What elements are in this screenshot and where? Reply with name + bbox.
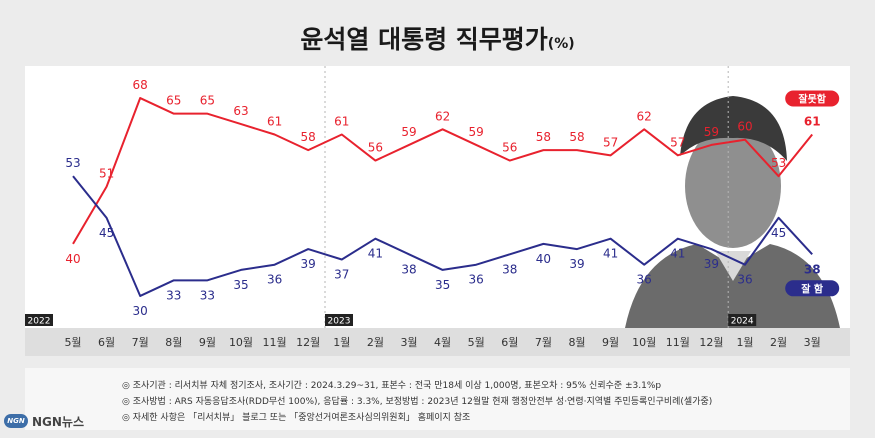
data-label: 53 [65,156,80,170]
data-label: 56 [502,141,517,155]
data-label: 41 [670,247,685,261]
x-tick-label: 9월 [199,336,216,349]
data-label: 62 [637,109,652,123]
footnote-reference: ◎ 자세한 사항은 「리서치뷰」 블로그 또는 「중앙선거여론조사심의위원회」 … [122,413,471,423]
year-tag-bg [25,314,53,326]
x-tick-label: 7월 [132,336,149,349]
x-tick-label: 3월 [804,336,821,349]
x-tick-label: 9월 [602,336,619,349]
x-tick-label: 2월 [770,336,787,349]
x-axis: 5월 6월 7월 8월 9월 10월 11월 12월 1월 2월 3월 4월 5월 6월 7월 8월 9월 10월… [64,336,821,349]
x-tick-label: 6월 [98,336,115,349]
data-label: 45 [771,226,786,240]
x-tick-label: 5월 [64,336,81,349]
plot-area: 40 51 68 65 65 63 61 58 61 56 59 62 59 56 58 58 57 62 57 59… [25,66,850,328]
year-tag: 2023 [328,317,351,327]
data-label: 62 [435,109,450,123]
footnotes-box: ◎ 조사기관 : 리서치뷰 자체 정기조사, 조사기간 : 2024.3.29~… [25,368,850,430]
data-label: 56 [368,141,383,155]
year-tag: 2022 [28,317,51,327]
x-tick-label: 6월 [501,336,518,349]
data-label: 68 [133,78,148,92]
data-label: 36 [737,273,752,287]
data-label: 41 [603,247,618,261]
x-tick-label: 10월 [229,336,253,349]
data-label: 33 [166,288,181,302]
x-tick-label: 5월 [468,336,485,349]
data-label: 40 [536,252,551,266]
logo: NGN NGN뉴스 [4,412,84,430]
data-label: 45 [99,226,114,240]
year-tag: 2024 [731,317,754,327]
data-label: 57 [670,135,685,149]
year-tag-bg [728,314,757,326]
data-label: 30 [133,304,148,318]
series-line [72,175,813,297]
footnote-survey-agency: ◎ 조사기관 : 리서치뷰 자체 정기조사, 조사기간 : 2024.3.29~… [122,381,662,391]
x-tick-label: 1월 [736,336,753,349]
data-label: 33 [200,288,215,302]
x-tick-label: 11월 [666,336,690,349]
logo-name: NGN뉴스 [32,414,85,429]
data-label: 39 [301,257,316,271]
x-tick-label: 4월 [434,336,451,349]
x-tick-label: 3월 [400,336,417,349]
data-label: 58 [301,130,316,144]
data-label: 35 [435,278,450,292]
chart-title: 윤석열 대통령 직무평가(%) [0,20,875,56]
series-legend-pill [785,280,840,297]
data-label: 39 [569,257,584,271]
data-label: 36 [469,273,484,287]
footnote-survey-method: ◎ 조사방법 : ARS 자동응답조사(RDD무선 100%), 응답률 : 3… [122,397,713,407]
data-label: 65 [166,94,181,108]
x-axis-band: 5월 6월 7월 8월 9월 10월 11월 12월 1월 2월 3월 4월 5월 6월 7월 8월 9월 10월… [25,328,850,356]
x-tick-label: 8월 [568,336,585,349]
data-label: 58 [536,130,551,144]
data-label: 38 [502,262,517,276]
data-label: 65 [200,94,215,108]
x-tick-label: 8월 [165,336,182,349]
data-label: 38 [401,262,416,276]
series-legend-label: 잘 함 [801,282,824,295]
data-label: 53 [771,156,786,170]
series-line [72,97,813,245]
data-label: 61 [804,115,821,129]
data-label: 59 [401,125,416,139]
chart-title-text: 윤석열 대통령 직무평가 [300,25,548,54]
data-label: 40 [65,252,80,266]
x-tick-label: 7월 [535,336,552,349]
data-label: 59 [469,125,484,139]
data-label: 61 [334,115,349,129]
data-label: 35 [233,278,248,292]
data-label: 36 [267,273,282,287]
data-label: 51 [99,167,114,181]
data-label: 59 [704,125,719,139]
data-label: 37 [334,268,349,282]
series-legend-pill [785,90,840,107]
x-tick-label: 10월 [632,336,656,349]
data-label: 36 [637,273,652,287]
year-tag-bg [325,314,353,326]
data-label: 63 [233,104,248,118]
x-tick-label: 12월 [699,336,723,349]
data-label: 61 [267,115,282,129]
data-label: 41 [368,247,383,261]
logo-mark: NGN [4,414,28,428]
data-label: 58 [569,130,584,144]
x-tick-label: 2월 [367,336,384,349]
chart-title-unit: (%) [547,36,575,52]
data-label: 39 [704,257,719,271]
x-tick-label: 12월 [296,336,320,349]
line-chart: 40 51 68 65 65 63 61 58 61 56 59 62 59 56 58 58 57 62 57 59… [25,66,840,328]
data-label: 57 [603,135,618,149]
x-tick-label: 1월 [333,336,350,349]
x-tick-label: 11월 [263,336,287,349]
portrait-image [625,96,840,328]
data-label: 38 [804,262,821,276]
series-legend-label: 잘못함 [798,93,826,106]
data-label: 60 [737,120,752,134]
